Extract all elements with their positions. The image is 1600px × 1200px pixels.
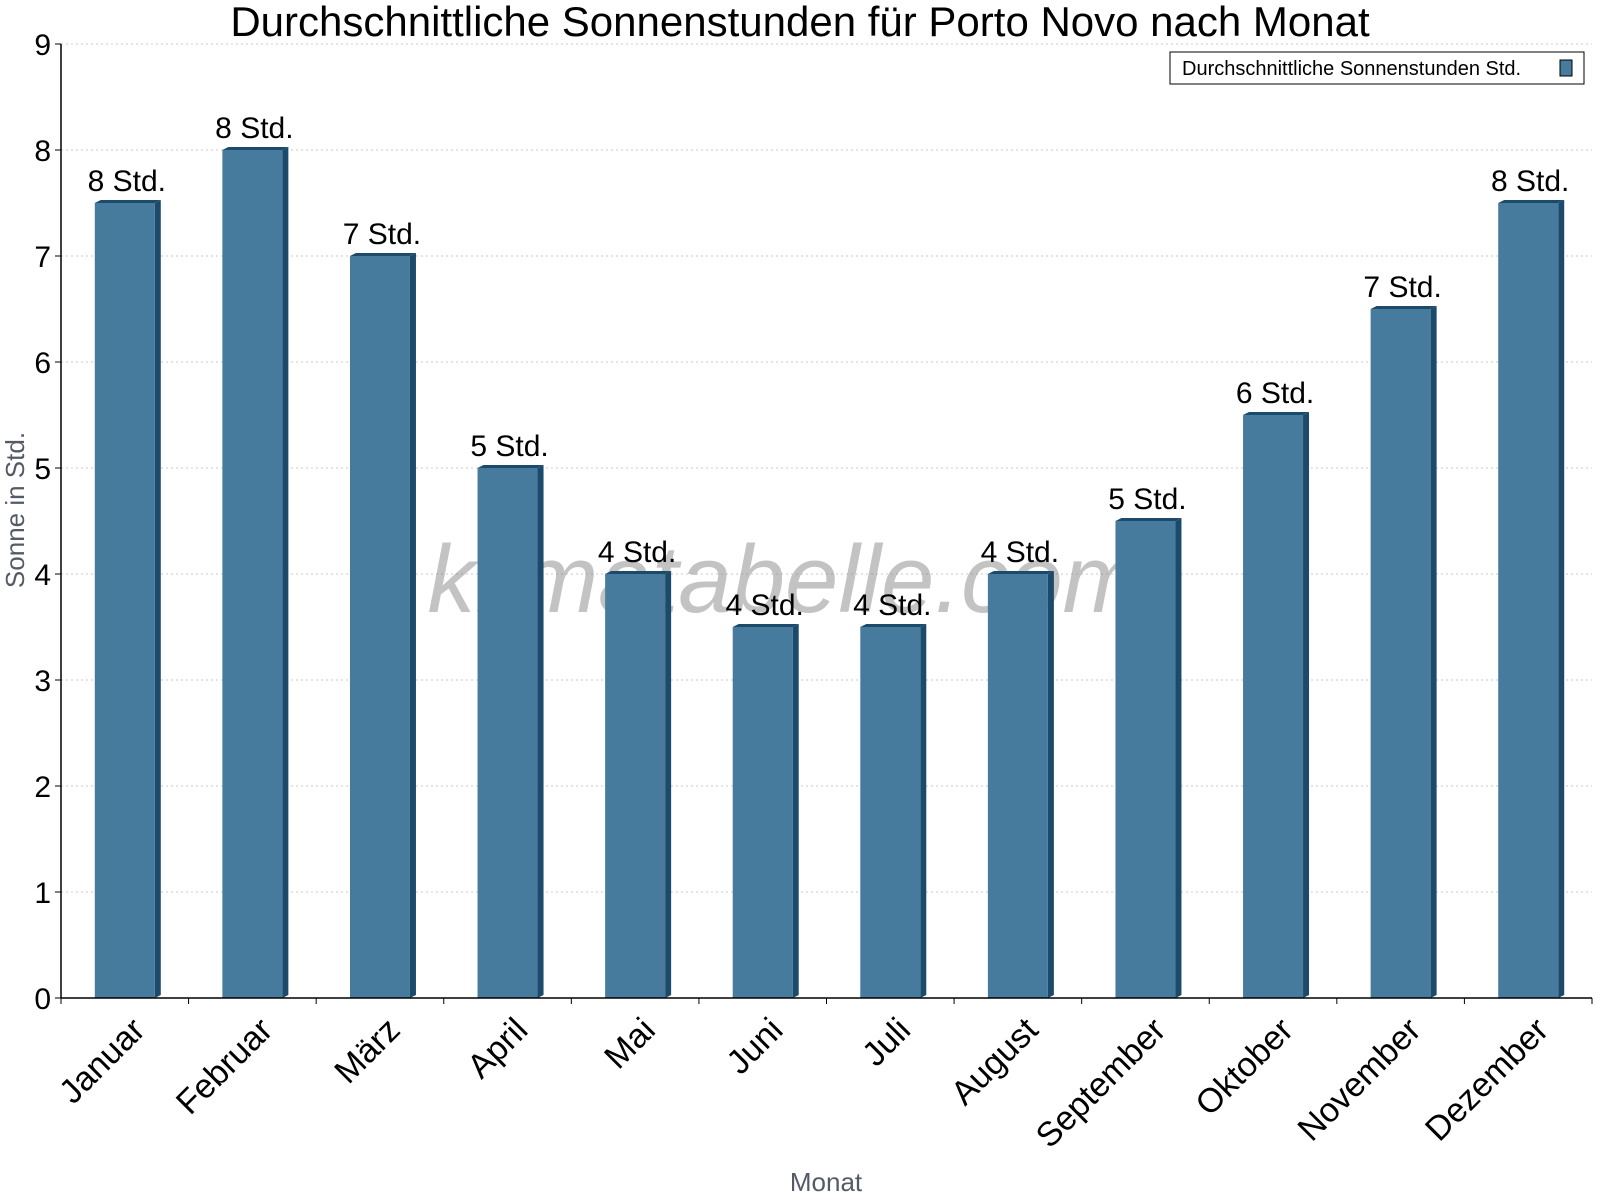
y-tick-label: 3 (34, 665, 51, 698)
bar (732, 627, 793, 998)
y-tick-label: 7 (34, 241, 51, 274)
bar-oktober (1243, 412, 1310, 998)
x-tick-label: Dezember (1418, 1011, 1556, 1149)
bar-top (1115, 518, 1182, 521)
gridlines (61, 43, 1592, 893)
bar-märz (349, 253, 416, 998)
bar-side (409, 253, 416, 998)
bar-side (537, 465, 544, 998)
bar-februar (222, 147, 289, 998)
bar (987, 574, 1048, 998)
bar-side (1558, 200, 1565, 998)
x-tick-label: Oktober (1188, 1011, 1300, 1123)
bar-juni (732, 624, 799, 998)
y-tick-label: 2 (34, 771, 51, 804)
data-label: 7 Std. (343, 218, 421, 251)
bar-top (987, 571, 1054, 574)
x-tick-label: Juni (719, 1011, 790, 1082)
x-tick-label: September (1029, 1011, 1173, 1155)
bar (349, 256, 410, 998)
chart-title: Durchschnittliche Sonnenstunden für Port… (230, 0, 1370, 45)
bar (860, 627, 921, 998)
bar-top (1243, 412, 1310, 415)
x-axis-label: Monat (790, 1167, 863, 1197)
bar (605, 574, 666, 998)
bar (1243, 415, 1304, 998)
x-tick-label: Juli (855, 1011, 918, 1074)
bar-top (1370, 306, 1437, 309)
bar-side (282, 147, 289, 998)
data-label: 4 Std. (853, 589, 931, 622)
data-label: 6 Std. (1236, 377, 1314, 410)
x-tick-label: Februar (169, 1011, 280, 1122)
bar-side (1430, 306, 1437, 998)
bar-side (154, 200, 161, 998)
bar-september (1115, 518, 1182, 998)
bar-top (605, 571, 672, 574)
bar-top (477, 465, 544, 468)
bar (222, 150, 283, 998)
x-tick-label: April (460, 1011, 535, 1086)
bar-top (94, 200, 161, 203)
y-axis-label: Sonne in Std. (0, 432, 30, 588)
data-label: 4 Std. (726, 589, 804, 622)
bar (1498, 203, 1559, 998)
bar-top (732, 624, 799, 627)
legend-swatch (1559, 59, 1573, 77)
bar-top (222, 147, 289, 150)
data-label: 8 Std. (1491, 165, 1569, 198)
bar-side (792, 624, 799, 998)
data-labels: 8 Std. 8 Std. 7 Std. 5 Std. 4 Std. 4 Std. 4 St… (88, 112, 1570, 622)
y-tick-label: 8 (34, 135, 51, 168)
bar-januar (94, 200, 161, 998)
bar-side (1175, 518, 1182, 998)
bar-august (987, 571, 1054, 998)
bar-november (1370, 306, 1437, 998)
x-tick-label: März (327, 1011, 407, 1091)
legend-label: Durchschnittliche Sonnenstunden Std. (1182, 58, 1521, 80)
y-tick-label: 0 (34, 983, 51, 1016)
bar (1370, 309, 1431, 998)
x-tick-label: Mai (597, 1011, 663, 1077)
bar (94, 203, 155, 998)
y-tick-label: 6 (34, 347, 51, 380)
bar (1115, 521, 1176, 998)
bar-top (1498, 200, 1565, 203)
bar-april (477, 465, 544, 998)
legend-box (1169, 51, 1585, 85)
bar-mai (605, 571, 672, 998)
x-tick-label: August (944, 1010, 1046, 1112)
bar-side (665, 571, 672, 998)
bars (94, 147, 1565, 998)
y-tick-label: 9 (34, 29, 51, 62)
bar (477, 468, 538, 998)
bar-side (1303, 412, 1310, 998)
y-tick-label: 5 (34, 453, 51, 486)
data-label: 8 Std. (215, 112, 293, 145)
bar-top (349, 253, 416, 256)
data-label: 5 Std. (1108, 483, 1186, 516)
bar-juli (860, 624, 927, 998)
y-tick-label: 4 (34, 559, 51, 592)
y-tick-label: 1 (34, 877, 51, 910)
x-tick-label: November (1291, 1011, 1429, 1149)
data-label: 8 Std. (88, 165, 166, 198)
data-label: 4 Std. (981, 536, 1059, 569)
bar-dezember (1498, 200, 1565, 998)
data-label: 4 Std. (598, 536, 676, 569)
bar-side (1047, 571, 1054, 998)
data-label: 5 Std. (470, 430, 548, 463)
data-label: 7 Std. (1363, 271, 1441, 304)
bar-side (920, 624, 927, 998)
legend: Durchschnittliche Sonnenstunden Std. (1169, 51, 1585, 85)
x-tick-label: Januar (52, 1011, 152, 1111)
bar-top (860, 624, 927, 627)
